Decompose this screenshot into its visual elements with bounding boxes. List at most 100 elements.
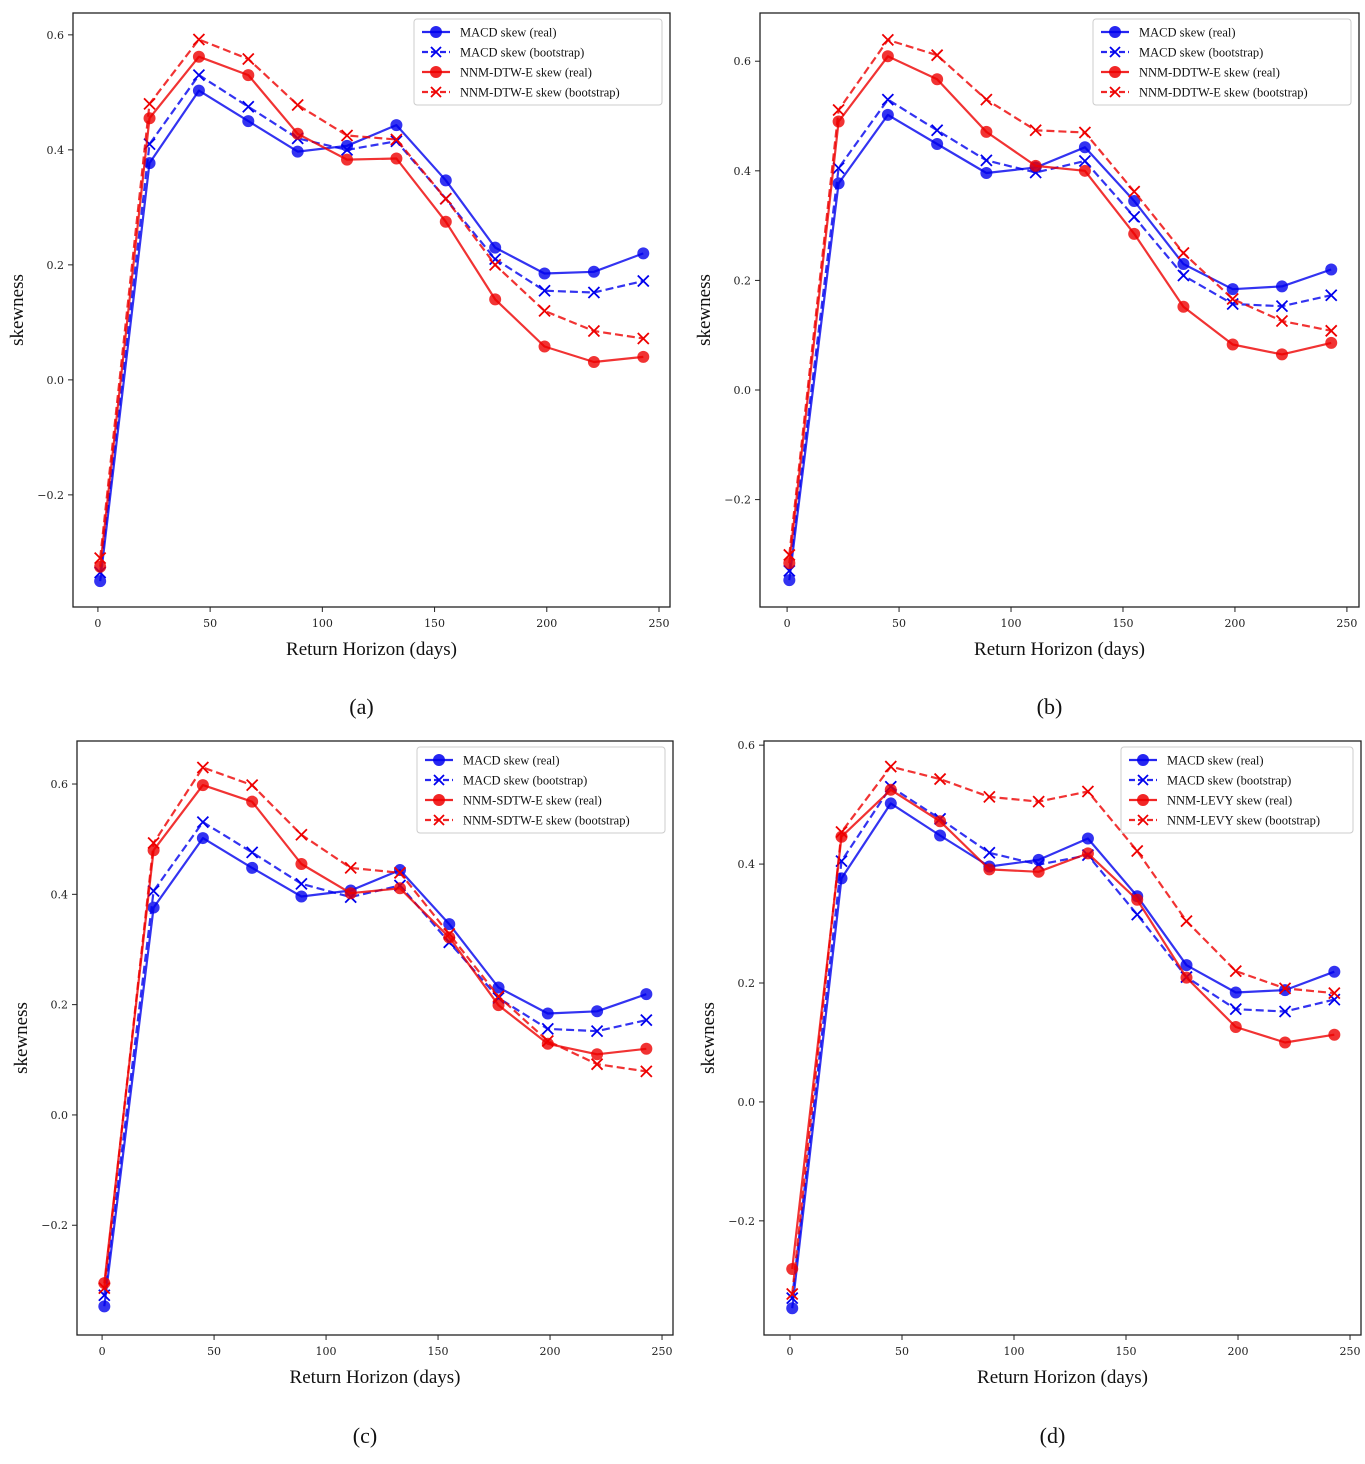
series-line-macd-skew-bootstrap [99, 73, 644, 573]
legend-item: MACD skew (real) [422, 26, 557, 40]
y-tick-label: 0.4 [738, 858, 756, 871]
y-tick-label: −0.2 [724, 494, 751, 507]
data-point [591, 1005, 604, 1018]
legend-box [1120, 746, 1354, 834]
data-point-x [980, 93, 993, 106]
y-tick-label: 0.4 [734, 165, 752, 178]
legend-box [413, 18, 663, 106]
panel-caption: (c) [353, 1423, 377, 1448]
data-point-x [835, 825, 848, 839]
legend-marker-x [1137, 814, 1149, 826]
series-group [783, 33, 1338, 587]
data-point-x [1177, 269, 1190, 282]
data-point [587, 356, 600, 369]
x-tick-label: 150 [1116, 1345, 1137, 1358]
data-point-x [443, 927, 456, 941]
data-point [587, 265, 600, 278]
legend-label: MACD skew (real) [1167, 754, 1264, 768]
legend-label: NNM-SDTW-E skew (real) [463, 794, 602, 808]
series-line-macd-skew-real [791, 802, 1335, 1309]
data-point-x [1081, 785, 1095, 798]
legend-marker-x [433, 814, 445, 826]
series-group [98, 761, 653, 1313]
legend-label: NNM-DDTW-E skew (bootstrap) [1139, 86, 1308, 100]
legend-label: MACD skew (bootstrap) [460, 46, 584, 60]
data-point [390, 119, 403, 132]
data-point [786, 1263, 799, 1275]
data-point [1279, 984, 1292, 997]
data-point-x [881, 33, 894, 46]
data-point [637, 350, 650, 363]
data-point [94, 575, 107, 588]
data-point [1128, 227, 1141, 240]
y-tick-label: 0.6 [51, 778, 69, 791]
legend-label: NNM-SDTW-E skew (bootstrap) [463, 814, 630, 828]
data-point [1078, 141, 1091, 154]
data-point [786, 1302, 799, 1315]
panel-caption: (a) [349, 694, 373, 719]
legend-label: MACD skew (bootstrap) [1167, 774, 1291, 788]
series-line-nnm-levy-skew-bootstrap [791, 765, 1335, 1295]
legend-item: NNM-SDTW-E skew (bootstrap) [425, 814, 630, 828]
y-tick-label: 0.6 [738, 739, 756, 752]
x-tick-label: 250 [652, 1345, 673, 1358]
data-point-x [587, 286, 601, 299]
data-point-x [1229, 964, 1242, 978]
legend-item: NNM-DDTW-E skew (bootstrap) [1101, 86, 1308, 100]
data-point [881, 50, 894, 63]
data-point-x [1078, 154, 1092, 168]
y-tick-label: 0.0 [738, 1096, 756, 1109]
chart-panel-b: 0 50 100 150 200 250 −0.2 0.0 0.2 0.4 0.6 Return Ho… [694, 12, 1360, 719]
data-point-x [1278, 982, 1292, 995]
y-tick-label: 0.4 [47, 144, 65, 157]
data-point-x [783, 548, 796, 562]
legend-item: NNM-LEVY skew (real) [1129, 794, 1292, 808]
y-tick-label: 0.2 [734, 274, 752, 287]
series-line-macd-skew-bootstrap [791, 785, 1335, 1299]
data-point-x [489, 252, 502, 266]
data-point [934, 815, 947, 828]
plot-frame [76, 740, 674, 1336]
data-point-x [192, 33, 206, 46]
y-tick-label: 0.2 [47, 259, 65, 272]
legend-item: NNM-LEVY skew (bootstrap) [1129, 814, 1320, 828]
legend-marker-x [1137, 774, 1149, 786]
data-point [246, 861, 259, 874]
data-point [196, 779, 209, 792]
data-point-x [538, 284, 551, 297]
data-point-x [439, 192, 452, 205]
y-tick-label: 0.0 [51, 1109, 69, 1122]
legend-item: MACD skew (real) [425, 754, 560, 768]
data-point-x [390, 133, 403, 146]
legend-item: MACD skew (bootstrap) [422, 46, 584, 60]
data-point-x [983, 790, 996, 804]
data-point [98, 1300, 111, 1313]
data-point [931, 137, 944, 150]
data-point [783, 557, 796, 570]
legend-item: MACD skew (real) [1129, 754, 1264, 768]
data-point [832, 115, 845, 128]
series-line-nnm-sdtw-e-skew-bootstrap [103, 766, 647, 1289]
y-tick-label: 0.4 [51, 888, 69, 901]
data-point [1229, 986, 1242, 999]
series-line-nnm-levy-skew-real [791, 788, 1335, 1270]
data-point [1275, 348, 1288, 361]
data-point-x [246, 846, 259, 859]
data-point [393, 882, 406, 895]
data-point [884, 797, 897, 810]
data-point [143, 112, 156, 125]
data-point [980, 167, 993, 180]
series-line-macd-skew-real [99, 89, 644, 582]
x-tick-label: 150 [1112, 617, 1133, 630]
data-point [242, 115, 255, 128]
legend-item: NNM-DTW-E skew (real) [422, 66, 592, 80]
data-point-x [295, 877, 308, 890]
x-axis-label: Return Horizon (days) [290, 1367, 461, 1388]
legend-marker-circle [1137, 794, 1149, 806]
data-point [541, 1037, 554, 1050]
data-point [640, 1042, 653, 1055]
data-point-x [1275, 314, 1289, 328]
data-point-x [786, 1292, 799, 1305]
x-tick-label: 100 [312, 617, 333, 630]
data-point [196, 832, 209, 845]
